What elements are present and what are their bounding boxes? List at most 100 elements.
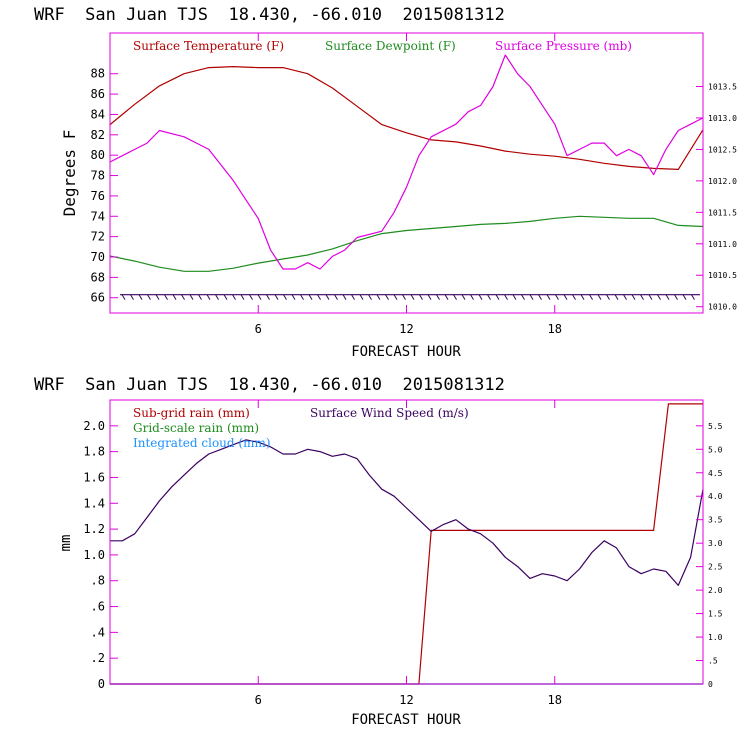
wind-barb	[555, 294, 559, 300]
wind-barb	[546, 294, 551, 300]
wind-barb	[147, 294, 151, 300]
wind-barb	[512, 294, 517, 300]
top-y-tick-label: 72	[91, 230, 105, 244]
wind-barb	[189, 294, 194, 300]
bottom-y-tick-label: 1.0	[83, 548, 105, 562]
top-y2-tick-label: 1012.0	[708, 177, 737, 186]
top-x-axis-label: FORECAST HOUR	[351, 344, 461, 360]
wind-barb	[181, 294, 185, 300]
surface-wind-speed-line	[110, 439, 704, 587]
wind-barb	[325, 294, 330, 300]
wind-barb	[478, 294, 483, 300]
wind-barb	[291, 294, 296, 300]
top-y-tick-label: 78	[91, 169, 105, 183]
top-y-axis-label: Degrees F	[60, 130, 79, 217]
wind-barb	[155, 294, 160, 300]
bottom-y-tick-label: 1.2	[83, 522, 105, 536]
wind-barb	[461, 294, 466, 300]
wind-barb	[172, 294, 177, 300]
wind-barb	[589, 294, 593, 300]
top-y2-tick-label: 1010.5	[708, 271, 737, 280]
top-y2-tick-label: 1011.0	[708, 240, 737, 249]
top-y-tick-label: 70	[91, 250, 105, 264]
wind-barb	[495, 294, 500, 300]
wind-barb	[572, 294, 576, 300]
wind-barb	[410, 294, 415, 300]
bottom-y2-tick-label: 2.0	[708, 586, 723, 595]
wind-barb	[164, 294, 168, 300]
wind-barb	[206, 294, 211, 300]
bottom-y2-tick-label: 5.0	[708, 445, 723, 454]
bottom-y-tick-label: .6	[91, 600, 105, 614]
wind-barb	[342, 294, 347, 300]
top-x-ticks: 6 12 18	[255, 33, 562, 336]
top-y-tick-label: 86	[91, 87, 105, 101]
bottom-y-ticks: 0 .2 .4 .6 .8 1.0 1.2 1.4 1.6 1.8 2.0	[83, 419, 118, 691]
bottom-y2-ticks: 0 .5 1.0 1.5 2.0 2.5 3.0 3.5 4.0 4.5 5.0 5.5	[696, 422, 723, 689]
wind-barb	[385, 294, 389, 300]
bottom-y-tick-label: .2	[91, 651, 105, 665]
wind-barb	[249, 294, 253, 300]
wind-barb	[665, 294, 670, 300]
wind-barb	[300, 294, 304, 300]
wind-barb	[563, 294, 568, 300]
wind-barb	[223, 294, 228, 300]
top-y-tick-label: 68	[91, 270, 105, 284]
wind-barb	[402, 294, 406, 300]
wind-barb	[444, 294, 449, 300]
surface-pressure-line	[109, 54, 704, 270]
top-chart-title: WRF San Juan TJS 18.430, -66.010 2015081…	[34, 5, 505, 25]
top-y2-tick-label: 1013.5	[708, 82, 737, 91]
legend-grid-scale-rain: Grid-scale rain (mm)	[133, 421, 259, 435]
legend-surface-wind-speed: Surface Wind Speed (m/s)	[310, 406, 469, 420]
bottom-y-tick-label: 1.4	[83, 496, 105, 510]
wind-barb	[266, 294, 270, 300]
bottom-x-tick-label: 18	[548, 693, 562, 707]
wind-barb	[623, 294, 627, 300]
wind-barb	[691, 294, 695, 300]
top-x-tick-label: 18	[548, 322, 562, 336]
wind-barb	[215, 294, 219, 300]
wind-barb	[240, 294, 245, 300]
wind-barb	[198, 294, 202, 300]
bottom-y2-tick-label: 5.5	[708, 422, 723, 431]
bottom-x-axis-label: FORECAST HOUR	[351, 712, 461, 728]
wind-barb	[274, 294, 279, 300]
top-y2-tick-label: 1010.0	[708, 303, 737, 312]
surface-temperature-line	[109, 65, 704, 170]
top-y2-tick-label: 1013.0	[708, 114, 737, 123]
wind-barb	[648, 294, 653, 300]
wind-barb	[614, 294, 619, 300]
wind-barb	[631, 294, 636, 300]
bottom-x-tick-label: 6	[255, 693, 262, 707]
wind-barb	[393, 294, 398, 300]
top-lines	[109, 54, 704, 272]
bottom-y-tick-label: 1.8	[83, 445, 105, 459]
top-y2-ticks: 1010.0 1010.5 1011.0 1011.5 1012.0 1012.5 1013…	[696, 82, 737, 312]
bottom-y2-tick-label: 3.0	[708, 539, 723, 548]
wind-barb	[130, 294, 134, 300]
wind-barb	[351, 294, 355, 300]
bottom-y2-tick-label: 4.0	[708, 492, 723, 501]
wind-barb	[640, 294, 644, 300]
bottom-y2-tick-label: 3.5	[708, 516, 723, 525]
legend-integrated-cloud: Integrated cloud (mm)	[133, 436, 271, 450]
wind-barb	[504, 294, 508, 300]
top-y-tick-label: 80	[91, 148, 105, 162]
top-y-tick-label: 66	[91, 291, 105, 305]
wind-barb	[232, 294, 236, 300]
top-y-tick-label: 84	[91, 107, 105, 121]
wind-barb	[657, 294, 661, 300]
wind-barb	[317, 294, 321, 300]
bottom-y-tick-label: .4	[91, 625, 105, 639]
bottom-y-tick-label: 1.6	[83, 470, 105, 484]
wind-barb	[376, 294, 381, 300]
bottom-y-tick-label: 0	[98, 677, 105, 691]
top-x-tick-label: 12	[399, 322, 413, 336]
bottom-chart-title: WRF San Juan TJS 18.430, -66.010 2015081…	[34, 375, 505, 395]
bottom-x-tick-label: 12	[399, 693, 413, 707]
top-y-ticks: 66 68 70 72 74 76 78 80 82 84 86 88	[91, 67, 118, 305]
top-x-tick-label: 6	[255, 322, 262, 336]
top-y-tick-label: 88	[91, 67, 105, 81]
bottom-y-axis-label: mm	[58, 535, 74, 552]
